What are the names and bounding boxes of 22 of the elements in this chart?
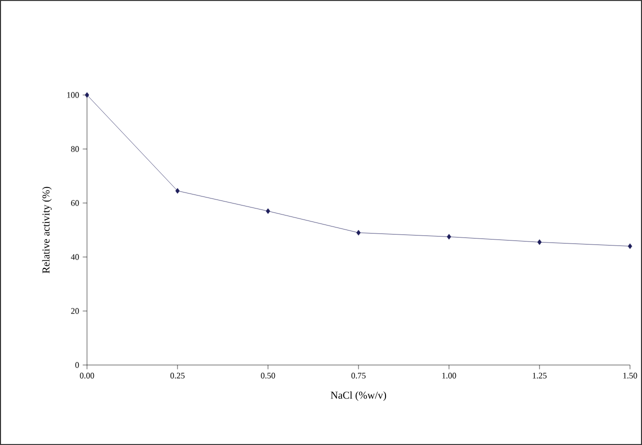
- y-tick-label: 60: [71, 200, 79, 206]
- x-tick-label: 0.25: [170, 372, 185, 379]
- x-tick-label: 1.25: [532, 372, 547, 379]
- x-tick-label: 1.50: [623, 372, 638, 379]
- x-tick-label: 0.75: [351, 372, 366, 379]
- point: [266, 208, 270, 214]
- x-axis-title: NaCl (%w/v): [330, 391, 386, 401]
- y-tick-label: 80: [71, 146, 79, 152]
- point: [84, 92, 90, 98]
- y-tick-label: 100: [67, 92, 79, 98]
- y-tick-label: 0: [75, 362, 79, 368]
- x-tick-label: 0.00: [80, 372, 94, 379]
- point: [628, 243, 632, 249]
- y-tick-label: 40: [70, 254, 79, 260]
- point: [356, 230, 361, 236]
- point: [446, 234, 452, 240]
- point: [175, 188, 180, 194]
- x-tick-label: 0.50: [260, 372, 276, 379]
- x-tick-label: 1.00: [442, 372, 456, 379]
- y-tick-label: 20: [71, 308, 79, 314]
- point: [537, 239, 542, 245]
- y-axis-title: Relative activity (%): [42, 186, 52, 274]
